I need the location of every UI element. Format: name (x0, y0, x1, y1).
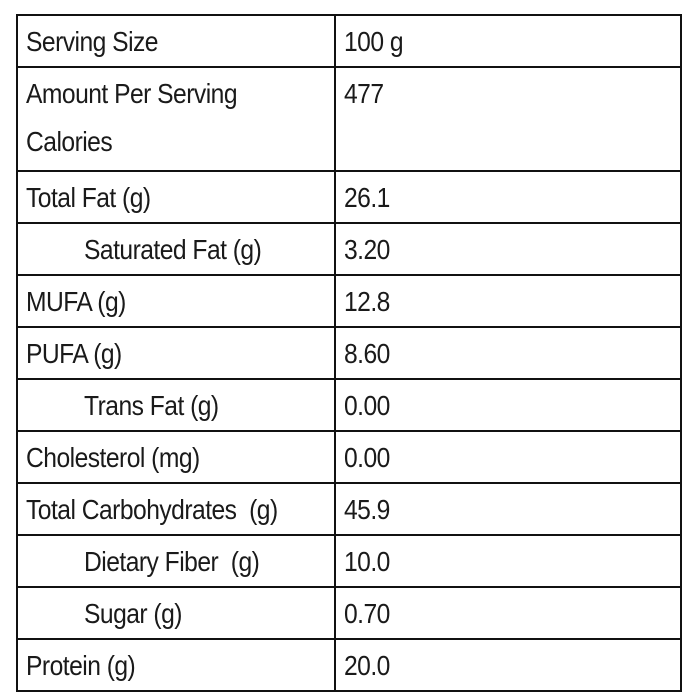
row-label: Sugar (g) (16, 586, 336, 640)
row-value: 10.0 (334, 534, 682, 588)
row-value: 12.8 (334, 274, 682, 328)
row-value: 0.00 (334, 430, 682, 484)
row-label: Cholesterol (mg) (16, 430, 336, 484)
row-value: 100 g (334, 14, 682, 68)
row-label: Saturated Fat (g) (16, 222, 336, 276)
table-row-pufa: PUFA (g) 8.60 (16, 326, 682, 380)
row-value: 8.60 (334, 326, 682, 380)
row-label: Serving Size (16, 14, 336, 68)
table-row-protein: Protein (g) 20.0 (16, 638, 682, 692)
row-label: PUFA (g) (16, 326, 336, 380)
row-label: Dietary Fiber (g) (16, 534, 336, 588)
table-row-total-fat: Total Fat (g) 26.1 (16, 170, 682, 224)
table-row-serving-size: Serving Size 100 g (16, 14, 682, 68)
row-value: 0.00 (334, 378, 682, 432)
table-row-mufa: MUFA (g) 12.8 (16, 274, 682, 328)
row-label-line1: Amount Per Serving (26, 78, 238, 109)
row-label: Total Carbohydrates (g) (16, 482, 336, 536)
table-row-calories: Amount Per Serving Calories 477 (16, 66, 682, 172)
table-row-dietary-fiber: Dietary Fiber (g) 10.0 (16, 534, 682, 588)
table-row-saturated-fat: Saturated Fat (g) 3.20 (16, 222, 682, 276)
row-value: 45.9 (334, 482, 682, 536)
nutrition-facts-table: Serving Size 100 g Amount Per Serving Ca… (16, 14, 682, 692)
row-label: Total Fat (g) (16, 170, 336, 224)
row-value: 3.20 (334, 222, 682, 276)
row-label: Amount Per Serving Calories (16, 66, 336, 172)
table-row-sugar: Sugar (g) 0.70 (16, 586, 682, 640)
row-label: MUFA (g) (16, 274, 336, 328)
row-label: Trans Fat (g) (16, 378, 336, 432)
row-value: 26.1 (334, 170, 682, 224)
row-value: 20.0 (334, 638, 682, 692)
table-row-total-carbohydrates: Total Carbohydrates (g) 45.9 (16, 482, 682, 536)
table-row-trans-fat: Trans Fat (g) 0.00 (16, 378, 682, 432)
table-row-cholesterol: Cholesterol (mg) 0.00 (16, 430, 682, 484)
row-value: 0.70 (334, 586, 682, 640)
row-label-line2: Calories (26, 126, 113, 157)
row-label: Protein (g) (16, 638, 336, 692)
row-value: 477 (334, 66, 682, 172)
